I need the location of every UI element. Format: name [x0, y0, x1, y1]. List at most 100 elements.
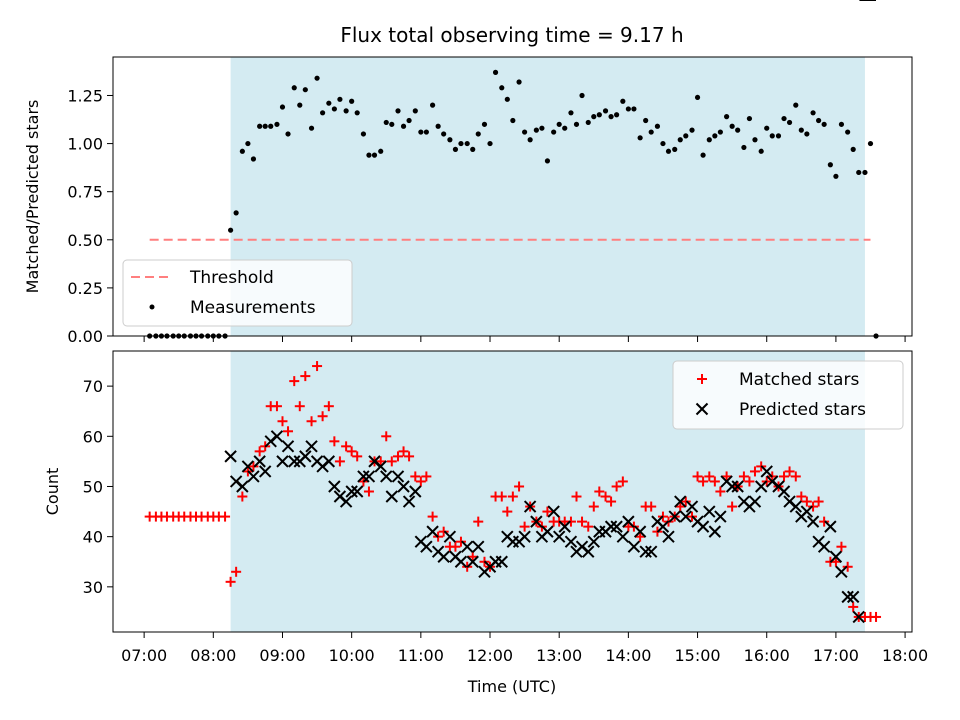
- matched-point: [646, 501, 657, 512]
- matched-point: [784, 466, 795, 477]
- measurement-point: [435, 123, 441, 129]
- matched-point: [467, 551, 478, 562]
- measurement-point: [729, 123, 735, 129]
- measurement-point: [827, 162, 833, 168]
- predicted-point-b: [466, 555, 479, 568]
- measurement-point: [867, 140, 874, 147]
- predicted-point: [241, 460, 255, 473]
- predicted-point: [824, 520, 837, 533]
- matched-point: [341, 441, 352, 452]
- predicted-point: [322, 455, 336, 468]
- top-legend: Threshold Measurements: [122, 259, 353, 327]
- matched-point: [611, 481, 622, 492]
- matched-point: [393, 451, 404, 462]
- predicted-point: [748, 495, 762, 508]
- matched-point: [225, 576, 236, 587]
- predicted-point-b: [437, 550, 450, 563]
- measurement-point: [481, 121, 488, 127]
- legend-measurements-label: Measurements: [190, 298, 316, 318]
- predicted-point: [443, 530, 457, 543]
- predicted-point: [270, 430, 284, 443]
- predicted-point: [454, 555, 468, 568]
- matched-point: [363, 486, 374, 497]
- predicted-point-b: [495, 555, 508, 568]
- matched-point: [507, 491, 518, 502]
- y-tick-label: 30: [83, 578, 103, 597]
- measurement-point: [786, 119, 793, 126]
- predicted-point: [644, 545, 658, 558]
- bottom-panel: 30 40 50 60 70 07:00 08:00 09:00 10:00 11:00 12:0…: [43, 0, 928, 696]
- predicted-point-b: [443, 530, 457, 543]
- matched-point: [220, 511, 231, 522]
- matched-point: [542, 506, 553, 517]
- measurement-point: [717, 129, 723, 135]
- measurement-point: [764, 125, 770, 131]
- predicted-point: [714, 510, 727, 523]
- matched-point: [738, 471, 749, 482]
- measurement-point: [452, 146, 459, 152]
- matched-point: [779, 471, 790, 482]
- predicted-point-b: [852, 610, 865, 624]
- predicted-point: [604, 520, 618, 533]
- matched-point: [565, 516, 576, 527]
- measurement-point: [343, 108, 349, 114]
- measurement-point: [665, 148, 672, 154]
- predicted-point: [420, 540, 433, 553]
- matched-point: [715, 486, 726, 497]
- matched-point: [842, 561, 853, 572]
- measurement-point: [331, 106, 337, 112]
- measurement-point: [400, 123, 407, 129]
- top-panel: 0.00 0.25 0.50 0.75 1.00 1.25 Matched/Predict…: [23, 56, 913, 346]
- measurement-point: [862, 169, 868, 176]
- predicted-point-b: [668, 510, 681, 523]
- bottom-y-ticks: 30 40 50 60 70: [83, 377, 113, 597]
- measurement-point: [430, 102, 436, 108]
- predicted-point-b: [703, 505, 716, 518]
- predicted-point-b: [610, 520, 623, 533]
- measurement-point: [573, 121, 580, 127]
- y-tick-label: 1.25: [67, 86, 103, 105]
- predicted-point: [829, 550, 843, 563]
- matched-point: [410, 471, 421, 482]
- predicted-point: [281, 440, 295, 453]
- predicted-point: [409, 485, 422, 498]
- matched-point: [323, 401, 334, 412]
- matched-point: [600, 491, 611, 502]
- matched-point: [375, 456, 386, 467]
- predicted-point: [362, 470, 376, 483]
- measurement-point: [349, 98, 355, 104]
- measurement-point: [769, 133, 775, 139]
- legend-x-marker: [695, 402, 709, 416]
- predicted-point-b: [299, 450, 312, 463]
- predicted-point: [627, 540, 641, 553]
- measurement-point: [233, 210, 239, 216]
- x-tick-label: 07:00: [121, 646, 167, 665]
- predicted-point: [668, 510, 681, 523]
- predicted-point-b: [276, 455, 289, 468]
- measurement-point: [499, 85, 505, 91]
- predicted-point-b: [714, 510, 727, 523]
- predicted-point-b: [725, 480, 739, 493]
- measurement-point: [354, 110, 360, 116]
- predicted-point: [552, 530, 566, 543]
- measurement-point: [845, 129, 851, 135]
- predicted-point: [339, 495, 353, 508]
- measurement-point: [850, 146, 856, 152]
- measurement-point: [810, 110, 816, 116]
- predicted-point: [380, 470, 393, 483]
- predicted-point: [466, 555, 479, 568]
- matched-point: [450, 541, 461, 552]
- y-tick-label: 40: [83, 528, 103, 547]
- measurement-point: [314, 75, 320, 81]
- y-tick: 50: [83, 477, 113, 496]
- measurement-point: [781, 115, 787, 122]
- predicted-point: [622, 515, 635, 528]
- measurement-point: [683, 133, 689, 139]
- matched-point: [277, 416, 288, 427]
- measurement-point: [245, 140, 251, 147]
- matched-point: [692, 471, 703, 482]
- predicted-point: [696, 520, 710, 533]
- y-tick-label: 0.00: [67, 327, 103, 346]
- measurement-point: [689, 127, 695, 133]
- predicted-point-b: [604, 520, 618, 533]
